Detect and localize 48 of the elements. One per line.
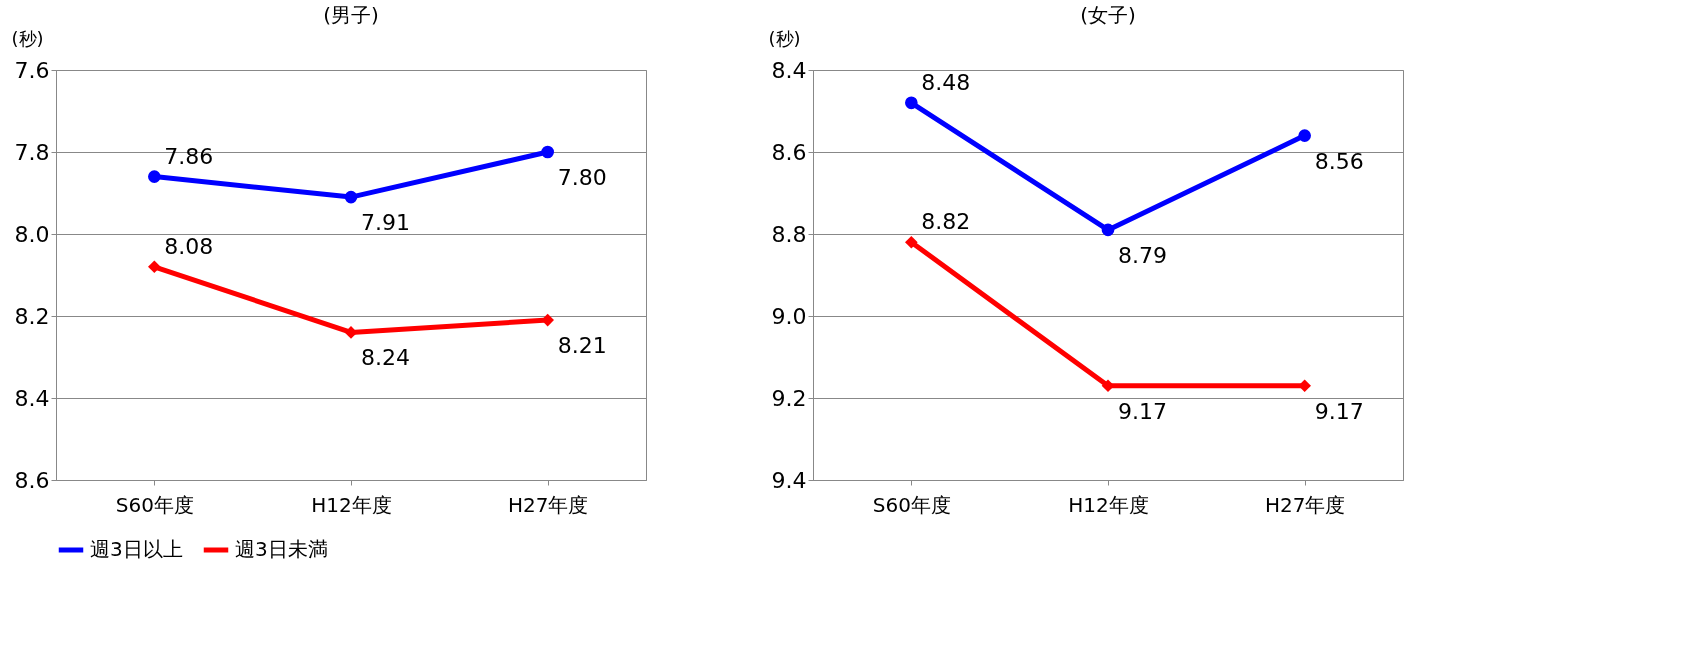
data-label: 8.08 xyxy=(164,233,214,259)
chart-title: (男子) xyxy=(323,3,379,27)
y-tick-label: 9.2 xyxy=(771,385,807,411)
point xyxy=(1298,129,1311,142)
y-tick-label: 9.4 xyxy=(771,467,807,493)
chart-title: (女子) xyxy=(1080,3,1136,27)
point xyxy=(344,190,358,204)
y-tick-label: 8.6 xyxy=(771,139,807,165)
point xyxy=(148,260,161,274)
legend-label: 週3日以上 xyxy=(90,537,183,561)
y-tick-label: 8.2 xyxy=(14,303,50,329)
x-tick-label: S60年度 xyxy=(115,492,194,517)
y-tick-label: 9.0 xyxy=(771,303,807,329)
x-tick-label: H27年度 xyxy=(1264,492,1346,517)
legend-label: 週3日未満 xyxy=(235,537,328,561)
data-label: 7.80 xyxy=(557,165,607,190)
point xyxy=(1101,379,1115,393)
data-label: 7.91 xyxy=(361,210,410,236)
point xyxy=(541,313,554,327)
x-tick-label: H12年度 xyxy=(1068,492,1149,517)
data-label: 8.82 xyxy=(921,209,971,235)
data-label: 8.48 xyxy=(921,69,971,95)
point xyxy=(541,145,554,159)
y-axis-title: (秒) xyxy=(768,27,801,49)
y-tick-label: 7.6 xyxy=(14,57,50,83)
y-tick-label: 8.4 xyxy=(14,385,50,411)
point xyxy=(344,326,358,339)
y-tick-label: 8.0 xyxy=(14,221,50,247)
data-label: 9.17 xyxy=(1314,398,1364,424)
x-tick-label: H27年度 xyxy=(507,492,589,517)
y-tick-label: 8.4 xyxy=(771,57,807,83)
point xyxy=(905,235,918,249)
data-label: 8.56 xyxy=(1314,148,1364,174)
data-label: 7.86 xyxy=(164,143,214,169)
data-label: 8.21 xyxy=(557,333,607,359)
y-tick-label: 8.8 xyxy=(771,221,807,247)
y-tick-label: 7.8 xyxy=(14,139,50,165)
point xyxy=(905,96,918,110)
x-tick-label: S60年度 xyxy=(872,492,951,517)
point xyxy=(1101,223,1115,237)
y-axis-title: (秒) xyxy=(11,27,44,49)
point xyxy=(1298,379,1311,393)
point xyxy=(148,170,161,183)
data-label: 8.24 xyxy=(361,345,410,371)
data-label: 8.79 xyxy=(1118,242,1167,268)
x-tick-label: H12年度 xyxy=(311,492,392,517)
data-label: 9.17 xyxy=(1118,398,1167,424)
y-tick-label: 8.6 xyxy=(14,467,50,493)
